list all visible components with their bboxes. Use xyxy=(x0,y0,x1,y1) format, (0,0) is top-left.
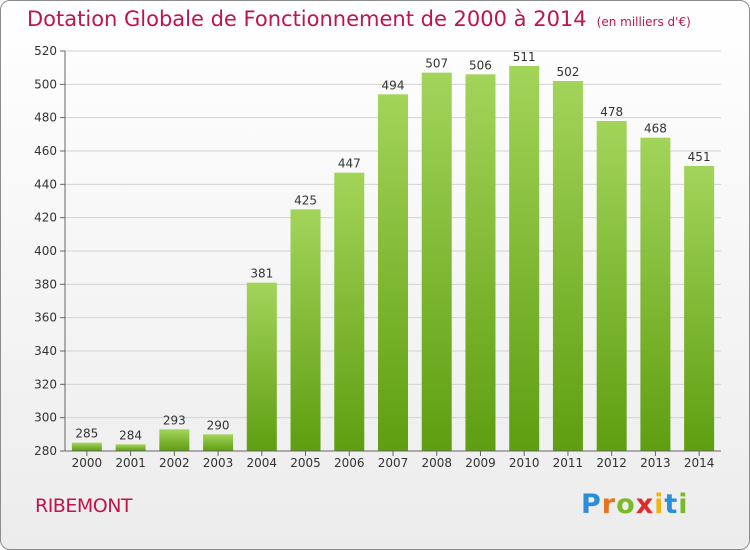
bar-value-label: 494 xyxy=(382,78,405,92)
bar xyxy=(334,172,365,451)
x-tick-label: 2013 xyxy=(640,456,671,470)
bar-value-label: 511 xyxy=(513,50,536,64)
bar xyxy=(159,429,190,451)
bar xyxy=(509,66,540,451)
bars: 285 284 293 290 381 425 447 494 507 506 511 502 478 4… xyxy=(71,50,715,452)
bar-value-label: 284 xyxy=(119,428,142,442)
bar-value-label: 447 xyxy=(338,157,361,171)
y-tick-label: 360 xyxy=(34,311,57,325)
bar xyxy=(552,81,583,451)
title-text: Dotation Globale de Fonctionnement de 20… xyxy=(27,7,587,31)
chart-title: Dotation Globale de Fonctionnement de 20… xyxy=(27,7,691,31)
bar xyxy=(203,434,234,451)
x-tick-label: 2007 xyxy=(378,456,409,470)
x-tick-label: 2000 xyxy=(72,456,103,470)
axes: 280 300 320 340 360 380 400 420 440 460 480 500 520 2… xyxy=(34,44,721,470)
bar xyxy=(246,282,277,451)
x-tick-label: 2006 xyxy=(334,456,365,470)
bar-value-label: 290 xyxy=(207,418,230,432)
x-tick-label: 2010 xyxy=(509,456,540,470)
bar xyxy=(465,74,496,451)
bar-value-label: 285 xyxy=(75,427,98,441)
y-tick-label: 400 xyxy=(34,244,57,258)
bar xyxy=(290,209,321,451)
bar xyxy=(115,444,146,451)
y-tick-label: 500 xyxy=(34,77,57,91)
unit-label: (en milliers d'€) xyxy=(596,15,691,29)
bar-value-label: 478 xyxy=(600,105,623,119)
bar xyxy=(640,137,671,451)
bar xyxy=(596,121,627,451)
bar-value-label: 381 xyxy=(250,267,273,281)
x-tick-label: 2002 xyxy=(159,456,190,470)
y-tick-label: 520 xyxy=(34,44,57,58)
commune-name: RIBEMONT xyxy=(35,495,133,517)
y-tick-label: 440 xyxy=(34,177,57,191)
x-tick-label: 2004 xyxy=(247,456,278,470)
x-tick-label: 2003 xyxy=(203,456,234,470)
x-tick-label: 2005 xyxy=(290,456,321,470)
bar-value-label: 502 xyxy=(556,65,579,79)
bar-value-label: 507 xyxy=(425,57,448,71)
x-tick-label: 2001 xyxy=(115,456,146,470)
y-tick-label: 320 xyxy=(34,377,57,391)
x-tick-label: 2012 xyxy=(596,456,627,470)
bar xyxy=(71,442,102,451)
bar xyxy=(378,94,408,451)
x-tick-label: 2011 xyxy=(553,456,584,470)
proxiti-logo: Proxiti xyxy=(581,489,689,520)
bar-value-label: 468 xyxy=(644,122,667,136)
y-tick-label: 340 xyxy=(34,344,57,358)
bar xyxy=(684,166,715,451)
y-tick-label: 420 xyxy=(34,211,57,225)
bar-value-label: 425 xyxy=(294,193,317,207)
x-tick-label: 2009 xyxy=(465,456,496,470)
y-tick-label: 460 xyxy=(34,144,57,158)
bar-value-label: 451 xyxy=(688,150,711,164)
bar xyxy=(421,72,452,452)
y-tick-label: 480 xyxy=(34,111,57,125)
bar-value-label: 293 xyxy=(163,413,186,427)
y-tick-label: 380 xyxy=(34,277,57,291)
y-tick-label: 280 xyxy=(34,444,57,458)
y-tick-label: 300 xyxy=(34,411,57,425)
x-tick-label: 2008 xyxy=(421,456,452,470)
bar-value-label: 506 xyxy=(469,58,492,72)
x-tick-label: 2014 xyxy=(684,456,715,470)
